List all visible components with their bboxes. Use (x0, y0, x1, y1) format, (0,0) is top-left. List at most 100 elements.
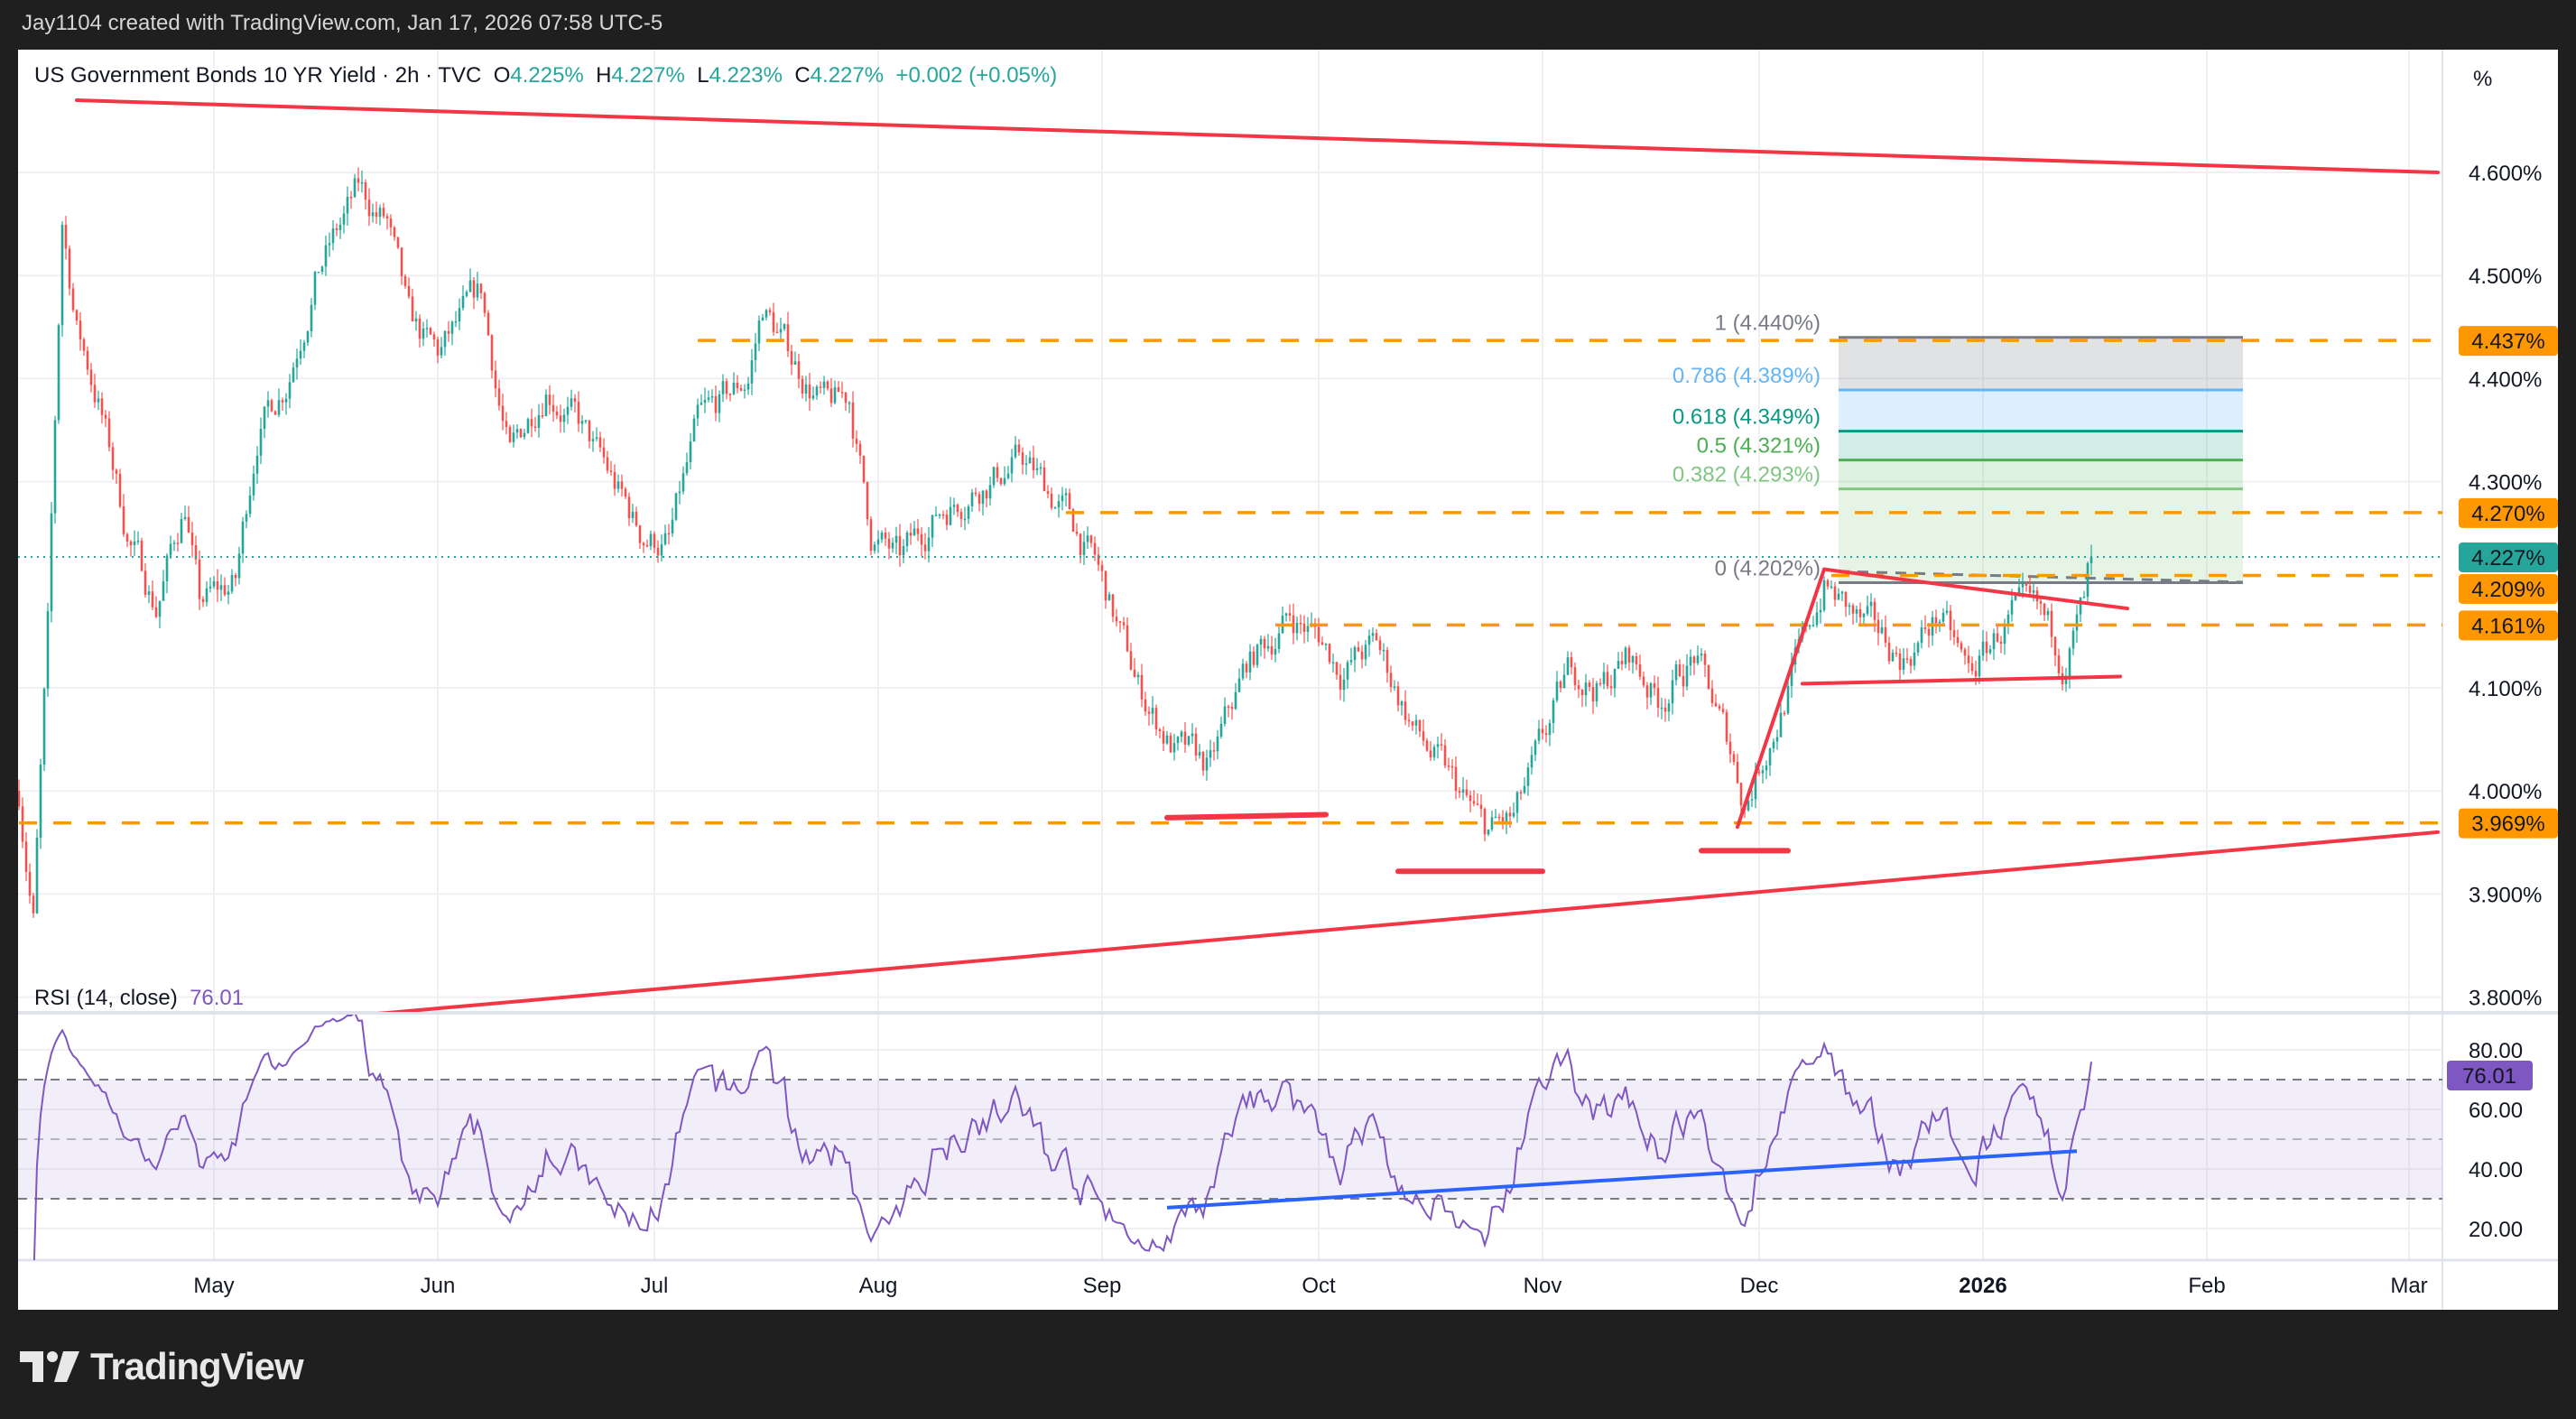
open-value: 4.225% (510, 63, 584, 88)
time-axis-tick: Oct (1302, 1274, 1336, 1298)
candle-body (1216, 736, 1219, 752)
candle-body (967, 505, 970, 519)
candle-body (18, 791, 21, 807)
candle-body (1302, 623, 1306, 632)
candle-body (1299, 623, 1302, 625)
candle-body (201, 598, 205, 602)
candle-body (938, 514, 941, 516)
candle-body (86, 350, 89, 370)
candle-body (432, 334, 436, 340)
candle-body (1855, 608, 1858, 614)
candle-body (50, 513, 53, 612)
candle-body (949, 506, 952, 525)
fib-zone (1839, 389, 2243, 431)
candle-body (111, 447, 115, 470)
candle-body (862, 455, 866, 483)
candle-body (1194, 733, 1198, 756)
candle-body (1696, 655, 1700, 663)
rsi-value: 76.01 (190, 986, 245, 1010)
candle-body (223, 585, 227, 595)
candle-body (996, 467, 999, 478)
candle-body (2014, 593, 2017, 600)
candle-body (1111, 594, 1115, 617)
candle-body (2046, 610, 2050, 616)
candle-body (1923, 626, 1927, 629)
candle-body (638, 525, 642, 543)
candle-body (461, 295, 465, 309)
candle-body (1021, 452, 1024, 465)
candle-body (663, 533, 667, 544)
fib-zone (1839, 459, 2243, 489)
candle-body (1941, 612, 1945, 622)
candle-body (486, 312, 490, 336)
candle-body (1057, 501, 1061, 508)
candle-body (1183, 731, 1187, 745)
candle-body (1097, 554, 1100, 565)
candle-body (2071, 630, 2075, 649)
chart-svg[interactable]: 1 (4.440%) 0.786 (4.389%) 0.618 (4.349%) 0.… (18, 50, 2558, 1310)
rsi-label[interactable]: RSI (14, close) (34, 986, 178, 1010)
candle-body (519, 429, 523, 438)
candle-body (934, 515, 938, 517)
time-axis-tick: Jul (641, 1274, 669, 1298)
candle-body (757, 320, 761, 344)
candle-body (1187, 736, 1191, 745)
candle-body (1086, 535, 1089, 543)
candle-body (1396, 686, 1400, 706)
candle-body (1339, 674, 1342, 691)
candle-body (497, 388, 501, 406)
symbol-title[interactable]: US Government Bonds 10 YR Yield · 2h · T… (34, 63, 482, 88)
candle-body (32, 895, 35, 914)
price-axis-tick: 3.800% (2469, 987, 2542, 1011)
time-axis-tick: Nov (1524, 1274, 1562, 1298)
candle-body (674, 493, 678, 520)
candle-body (1768, 748, 1772, 766)
candle-body (1754, 771, 1757, 800)
change-value: +0.002 (+0.05%) (895, 63, 1058, 88)
candle-body (1999, 641, 2003, 645)
candle-body (1909, 659, 1913, 666)
candle-body (1732, 754, 1736, 763)
tradingview-logo[interactable]: TradingView (20, 1345, 304, 1388)
last-price-badge (2459, 542, 2558, 572)
candle-body (288, 382, 292, 399)
candle-body (606, 457, 609, 471)
candle-body (570, 398, 573, 407)
candle-body (324, 245, 328, 267)
candle-body (1024, 463, 1028, 465)
candle-body (1725, 711, 1728, 742)
candle-body (313, 272, 317, 305)
candle-body (985, 490, 988, 499)
candle-body (1118, 621, 1122, 623)
candle-body (844, 392, 848, 403)
candle-body (1620, 661, 1624, 664)
candle-body (866, 482, 869, 520)
candle-body (505, 421, 508, 427)
candle-body (1201, 752, 1205, 771)
candle-body (216, 580, 219, 590)
candle-body (1700, 654, 1703, 656)
candle-body (1913, 652, 1916, 666)
candle-body (1967, 655, 1970, 663)
candle-body (1548, 723, 1552, 736)
candle-body (566, 406, 570, 415)
candle-body (978, 494, 981, 505)
candle-body (1320, 642, 1324, 645)
chart-panel[interactable]: 1 (4.440%) 0.786 (4.389%) 0.618 (4.349%) 0.… (18, 50, 2558, 1310)
candle-body (1400, 701, 1404, 706)
price-level-badge (2459, 573, 2558, 604)
candle-body (811, 395, 815, 399)
candle-body (577, 402, 580, 424)
candle-body (292, 367, 295, 383)
candle-body (1191, 733, 1194, 737)
candle-body (1956, 636, 1960, 644)
rsi-axis-tick: 60.00 (2469, 1099, 2523, 1123)
candle-body (1230, 707, 1234, 710)
candle-body (1526, 767, 1530, 786)
candle-body (1375, 633, 1378, 641)
candle-body (1580, 689, 1584, 696)
candle-body (252, 473, 255, 496)
candle-body (1209, 750, 1212, 758)
candle-body (1035, 468, 1039, 470)
candle-body (1277, 633, 1281, 650)
